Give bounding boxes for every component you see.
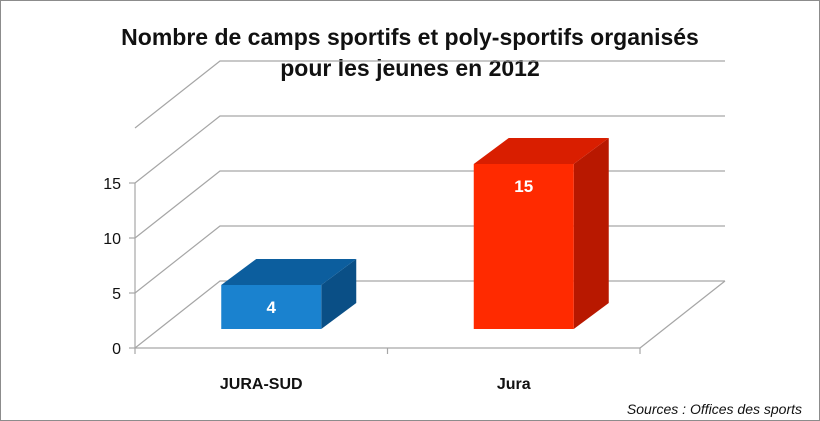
chart-title-line1: Nombre de camps sportifs et poly-sportif… — [121, 24, 699, 50]
bar-2-side — [573, 138, 609, 329]
category-label-1: JURA-SUD — [220, 376, 303, 393]
y-tick-label-0: 0 — [112, 341, 121, 358]
y-tick-label-5: 5 — [112, 286, 121, 303]
bars — [221, 138, 609, 329]
bar-2-front — [473, 164, 574, 329]
bar-1-top — [221, 259, 357, 285]
chart-title-line2: pour les jeunes en 2012 — [280, 55, 540, 81]
data-label-2: 15 — [514, 177, 533, 196]
labels: 4 JURA-SUD 15 Jura — [220, 177, 533, 393]
gridline-15 — [134, 115, 725, 184]
bar-2-top — [473, 138, 609, 164]
category-label-2: Jura — [497, 376, 531, 393]
gridline-20 — [134, 60, 725, 129]
gridline-10 — [134, 170, 725, 239]
bar-1-side — [321, 259, 357, 329]
gridline-5 — [134, 225, 725, 294]
chart-title: Nombre de camps sportifs et poly-sportif… — [0, 22, 820, 84]
source-note: Sources : Offices des sports — [626, 401, 802, 417]
bar-1 — [221, 259, 357, 329]
bar-2 — [473, 138, 609, 329]
axes: 0 5 10 15 — [103, 176, 641, 358]
y-tick-label-10: 10 — [103, 231, 121, 248]
data-label-1: 4 — [267, 298, 277, 317]
bar-1-front — [221, 285, 322, 329]
y-tick-label-15: 15 — [103, 176, 121, 193]
floor-right-edge — [639, 280, 726, 349]
